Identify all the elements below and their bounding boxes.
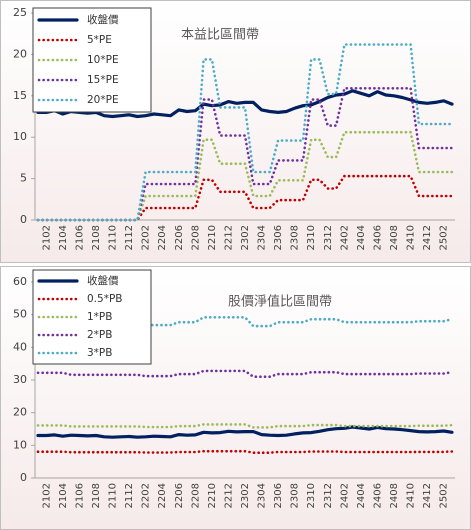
x-tick-label: 2402 [339, 483, 350, 508]
x-tick-label: 2308 [290, 483, 301, 508]
x-tick-label: 2410 [406, 225, 417, 250]
x-tick-label: 2502 [439, 225, 450, 250]
y-tick-label: 60 [13, 275, 27, 288]
x-tick-label: 2312 [323, 225, 334, 250]
x-tick-label: 2202 [141, 483, 152, 508]
y-tick-label: 15 [13, 89, 27, 102]
x-tick-label: 2402 [339, 225, 350, 250]
x-tick-label: 2202 [141, 225, 152, 250]
x-tick-label: 2406 [372, 225, 383, 250]
y-tick-label: 5 [20, 172, 27, 185]
x-tick-label: 2112 [124, 483, 135, 508]
x-tick-label: 2306 [273, 483, 284, 508]
x-tick-label: 2304 [257, 225, 268, 250]
legend-label: 5*PE [87, 34, 112, 46]
series-line [36, 449, 454, 454]
legend-label: 1*PB [87, 311, 112, 323]
x-tick-label: 2112 [124, 225, 135, 250]
x-tick-label: 2108 [91, 225, 102, 250]
series-line [36, 423, 454, 429]
legend-label: 10*PE [87, 54, 119, 66]
x-tick-label: 2108 [91, 483, 102, 508]
x-tick-label: 2106 [74, 225, 85, 250]
chart-title: 股價淨值比區間帶 [228, 294, 332, 310]
y-tick-label: 10 [13, 130, 27, 143]
series-line [36, 425, 454, 439]
x-tick-label: 2102 [41, 483, 52, 508]
y-tick-label: 30 [13, 373, 27, 386]
x-tick-label: 2304 [257, 483, 268, 508]
x-tick-label: 2412 [422, 483, 433, 508]
x-tick-label: 2212 [223, 483, 234, 508]
x-tick-label: 2206 [174, 225, 185, 250]
x-tick-label: 2408 [389, 483, 400, 508]
legend-label: 20*PE [87, 94, 119, 106]
legend-label: 3*PB [87, 347, 112, 359]
x-tick-label: 2404 [356, 225, 367, 250]
y-tick-label: 0 [20, 213, 27, 226]
x-tick-label: 2408 [389, 225, 400, 250]
y-tick-label: 20 [13, 406, 27, 419]
x-tick-label: 2406 [372, 483, 383, 508]
x-tick-label: 2302 [240, 483, 251, 508]
x-tick-label: 2208 [190, 483, 201, 508]
x-tick-label: 2302 [240, 225, 251, 250]
y-tick-label: 25 [13, 6, 27, 19]
legend-label: 2*PB [87, 329, 112, 341]
x-tick-label: 2310 [306, 483, 317, 508]
y-tick-label: 50 [13, 308, 27, 321]
x-tick-label: 2106 [74, 483, 85, 508]
x-tick-label: 2308 [290, 225, 301, 250]
x-tick-label: 2104 [58, 225, 69, 250]
x-tick-label: 2410 [406, 483, 417, 508]
series-line [36, 43, 454, 222]
series-line [36, 369, 454, 378]
x-tick-label: 2102 [41, 225, 52, 250]
x-tick-label: 2204 [157, 483, 168, 508]
x-tick-label: 2212 [223, 225, 234, 250]
x-tick-label: 2110 [108, 483, 119, 508]
x-tick-label: 2110 [108, 225, 119, 250]
legend-label: 收盤價 [87, 13, 119, 26]
series-line [36, 89, 454, 119]
x-tick-label: 2210 [207, 225, 218, 250]
x-tick-label: 2208 [190, 225, 201, 250]
legend-label: 0.5*PB [87, 293, 122, 305]
x-tick-label: 2104 [58, 483, 69, 508]
y-tick-label: 40 [13, 340, 27, 353]
y-tick-label: 10 [13, 438, 27, 451]
y-tick-label: 0 [20, 471, 27, 484]
x-tick-label: 2312 [323, 483, 334, 508]
legend-label: 收盤價 [87, 274, 119, 287]
x-tick-label: 2310 [306, 225, 317, 250]
x-tick-label: 2210 [207, 483, 218, 508]
x-tick-label: 2502 [439, 483, 450, 508]
chart-title: 本益比區間帶 [181, 28, 259, 43]
x-tick-label: 2306 [273, 225, 284, 250]
x-tick-label: 2206 [174, 483, 185, 508]
x-tick-label: 2404 [356, 483, 367, 508]
x-tick-label: 2412 [422, 225, 433, 250]
x-tick-label: 2204 [157, 225, 168, 250]
legend-label: 15*PE [87, 74, 119, 86]
y-tick-label: 20 [13, 47, 27, 60]
